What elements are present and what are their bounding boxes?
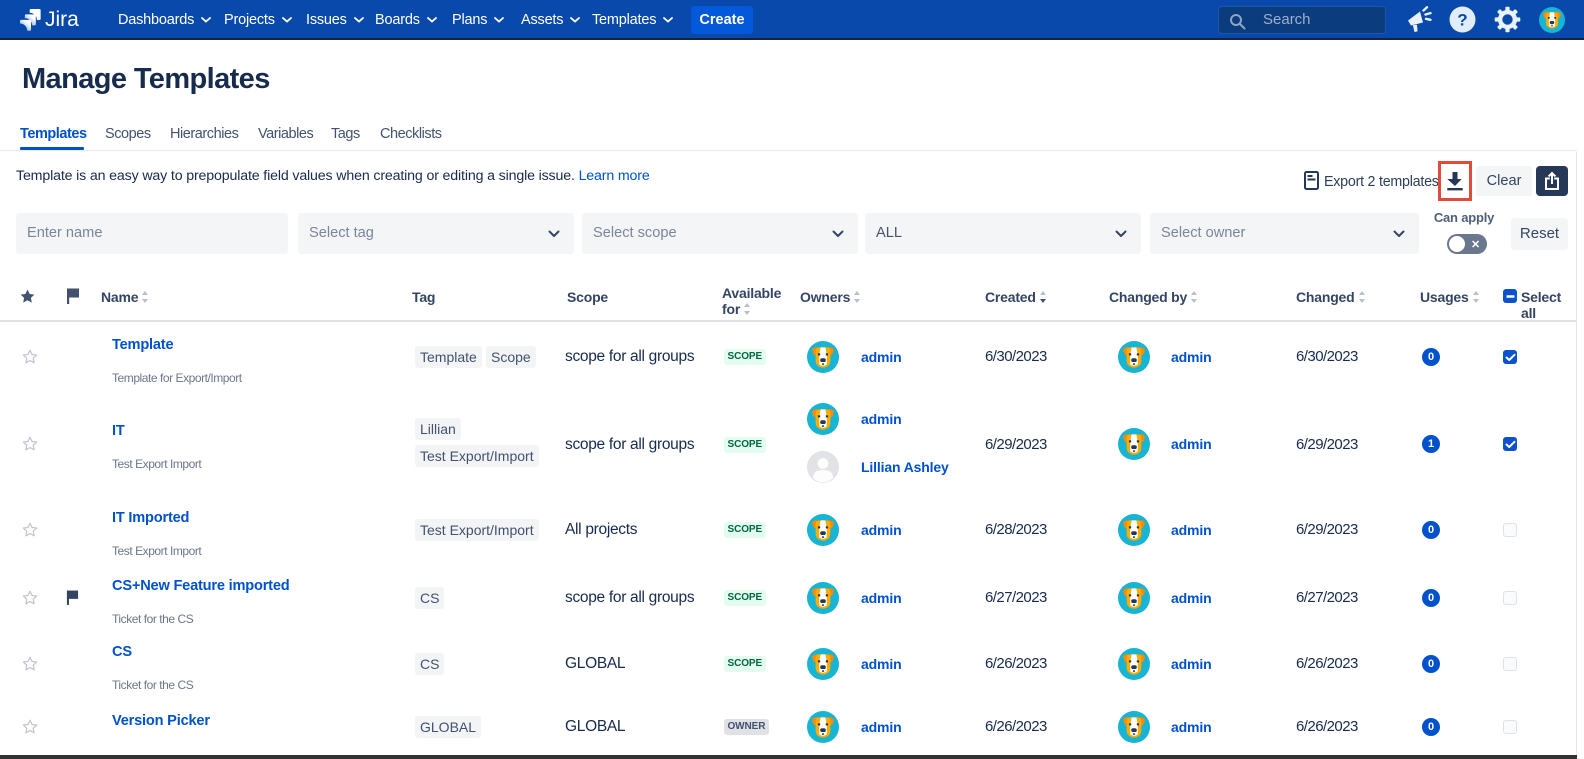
svg-text:?: ?	[1457, 11, 1467, 30]
